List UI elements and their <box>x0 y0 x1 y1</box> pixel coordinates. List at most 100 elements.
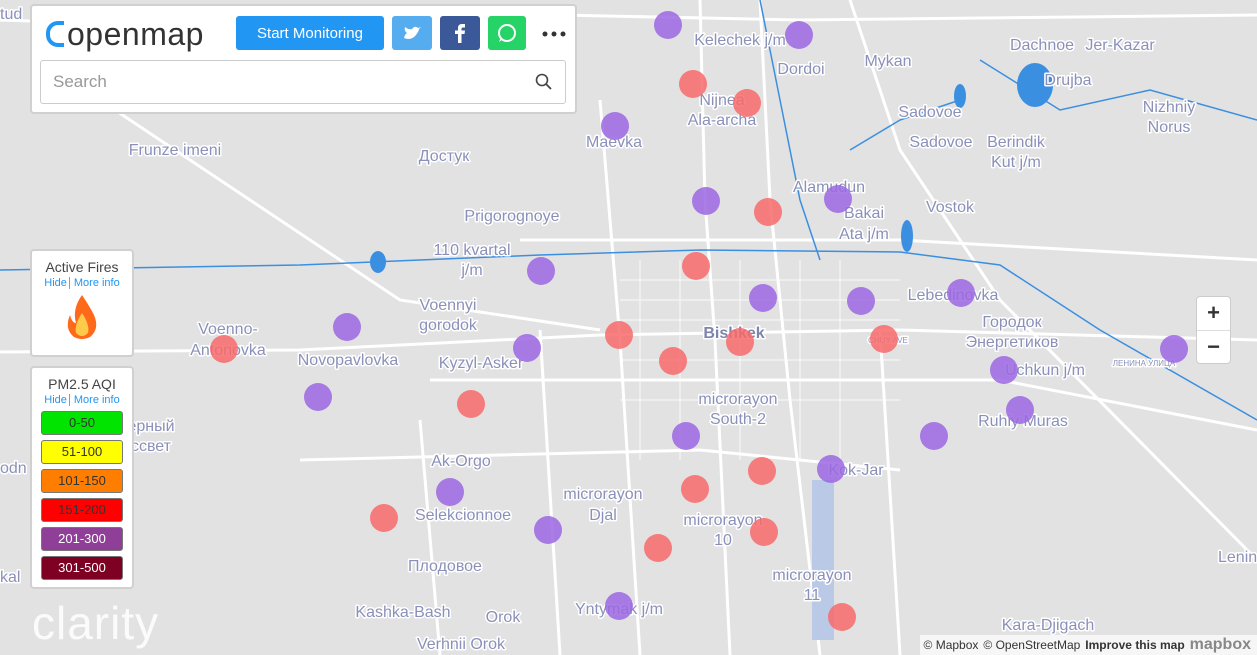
place-label: Selekcionnoe <box>415 507 511 524</box>
place-label: Prigorognoye <box>464 208 559 225</box>
sensor-marker[interactable] <box>692 187 720 215</box>
place-label: Bakai <box>844 205 884 222</box>
place-label: microrayon <box>683 512 762 529</box>
aqi-legend: PM2.5 AQI Hide More info 0-50 51-100 101-15… <box>30 366 134 589</box>
aqi-range: 51-100 <box>41 440 123 464</box>
sensor-marker[interactable] <box>370 504 398 532</box>
sensor-marker[interactable] <box>605 321 633 349</box>
aqi-range: 301-500 <box>41 556 123 580</box>
fires-more-info[interactable]: More info <box>68 277 120 289</box>
aqi-range: 201-300 <box>41 527 123 551</box>
sensor-marker[interactable] <box>733 89 761 117</box>
sensor-marker[interactable] <box>681 475 709 503</box>
sensor-marker[interactable] <box>534 516 562 544</box>
place-label: Voenno- <box>198 321 258 338</box>
sensor-marker[interactable] <box>679 70 707 98</box>
sensor-marker[interactable] <box>1006 396 1034 424</box>
search-box[interactable]: Search <box>40 60 566 104</box>
place-label: j/m <box>460 262 482 279</box>
aqi-hide[interactable]: Hide <box>44 394 67 406</box>
attribution-osm[interactable]: © OpenStreetMap <box>983 638 1081 652</box>
twitter-button[interactable] <box>392 16 432 50</box>
place-label: Kut j/m <box>991 154 1041 171</box>
fires-hide[interactable]: Hide <box>44 277 67 289</box>
place-label: ЛЕНИНА УЛИЦА <box>1113 359 1176 368</box>
sensor-marker[interactable] <box>527 257 555 285</box>
place-label: Dordoi <box>777 61 824 78</box>
sensor-marker[interactable] <box>870 325 898 353</box>
sensor-marker[interactable] <box>920 422 948 450</box>
sensor-marker[interactable] <box>785 21 813 49</box>
sensor-marker[interactable] <box>748 457 776 485</box>
whatsapp-icon <box>498 24 516 42</box>
clarity-watermark: clarity <box>32 597 160 649</box>
zoom-out[interactable]: − <box>1197 330 1230 364</box>
sensor-marker[interactable] <box>990 356 1018 384</box>
place-label: Ak-Orgo <box>431 453 491 470</box>
sensor-marker[interactable] <box>817 455 845 483</box>
start-monitoring-button[interactable]: Start Monitoring <box>236 16 384 50</box>
sensor-marker[interactable] <box>654 11 682 39</box>
sensor-marker[interactable] <box>601 112 629 140</box>
fire-icon <box>67 295 97 339</box>
place-label: Jer-Kazar <box>1085 37 1155 54</box>
place-label: Norus <box>1148 119 1191 136</box>
improve-map-link[interactable]: Improve this map <box>1085 638 1185 652</box>
sensor-marker[interactable] <box>436 478 464 506</box>
sensor-marker[interactable] <box>1160 335 1188 363</box>
sensor-marker[interactable] <box>333 313 361 341</box>
attribution-mapbox[interactable]: © Mapbox <box>923 638 979 652</box>
place-label: Kashka-Bash <box>355 604 450 621</box>
sensor-marker[interactable] <box>659 347 687 375</box>
aqi-more-info[interactable]: More info <box>68 394 120 406</box>
fires-title: Active Fires <box>45 259 119 275</box>
place-label: Drujba <box>1044 72 1091 89</box>
sensor-marker[interactable] <box>847 287 875 315</box>
sensor-marker[interactable] <box>947 279 975 307</box>
more-menu[interactable] <box>542 30 568 38</box>
twitter-icon <box>404 26 421 39</box>
sensor-marker[interactable] <box>749 284 777 312</box>
facebook-icon <box>455 24 465 43</box>
place-label: Orok <box>486 609 522 626</box>
logo[interactable]: openmap <box>46 16 204 53</box>
search-icon[interactable] <box>535 73 553 91</box>
place-label: ерный <box>127 418 174 435</box>
sensor-marker[interactable] <box>824 185 852 213</box>
place-label: Kyzyl-Asker <box>439 355 524 372</box>
place-labels: tud Kelechek j/m Dordoi Mykan Dachnoe Jer-Kaz… <box>0 5 1257 655</box>
place-label: Sadovoe <box>898 104 961 121</box>
sensor-marker[interactable] <box>605 592 633 620</box>
sensor-marker[interactable] <box>726 328 754 356</box>
aqi-title: PM2.5 AQI <box>48 376 116 392</box>
sensor-marker[interactable] <box>513 334 541 362</box>
sensor-marker[interactable] <box>304 383 332 411</box>
sensor-marker[interactable] <box>672 422 700 450</box>
place-label: Sadovoe <box>909 134 972 151</box>
place-label: kal <box>0 569 20 586</box>
sensor-marker[interactable] <box>644 534 672 562</box>
place-label: Verhnii Orok <box>417 636 506 653</box>
sensor-marker[interactable] <box>750 518 778 546</box>
zoom-in[interactable]: + <box>1207 300 1220 325</box>
whatsapp-button[interactable] <box>488 16 526 50</box>
sensor-marker[interactable] <box>828 603 856 631</box>
zoom-control: + − <box>1196 296 1231 364</box>
place-label: Городок <box>982 314 1042 331</box>
place-label: Плодовое <box>408 558 482 575</box>
place-label: Lenin <box>1218 549 1257 566</box>
sensor-marker[interactable] <box>682 252 710 280</box>
place-label: Dachnoe <box>1010 37 1074 54</box>
facebook-button[interactable] <box>440 16 480 50</box>
place-label: Энергетиков <box>966 334 1059 351</box>
place-label: microrayon <box>772 567 851 584</box>
mapbox-logo[interactable]: mapbox <box>1189 636 1251 653</box>
sensor-marker[interactable] <box>210 335 238 363</box>
place-label: Nizhniy <box>1143 99 1195 116</box>
header-panel: openmap Start Monitoring Search <box>30 4 577 114</box>
sensor-marker[interactable] <box>457 390 485 418</box>
sensor-marker[interactable] <box>754 198 782 226</box>
place-label: 110 kvartal <box>433 242 510 259</box>
